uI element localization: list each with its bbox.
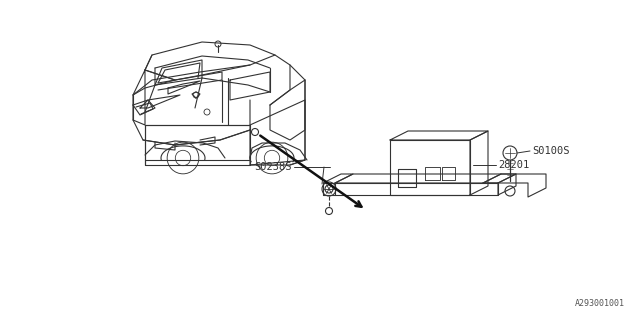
Text: A293001001: A293001001 [575, 299, 625, 308]
Text: 28201: 28201 [498, 160, 529, 170]
Text: S0238S: S0238S [255, 162, 292, 172]
Text: S0100S: S0100S [532, 146, 570, 156]
